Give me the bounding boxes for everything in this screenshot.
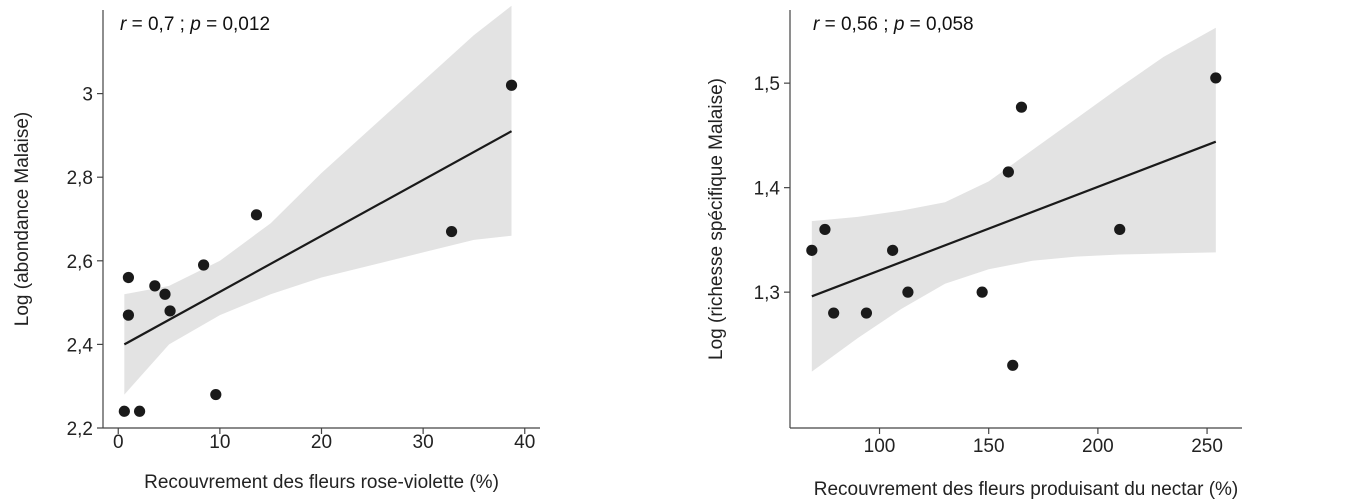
data-point — [819, 223, 831, 236]
data-point — [445, 225, 458, 238]
stat-value: = 0,7 ; — [126, 14, 190, 35]
y-tick-label: 1,5 — [754, 74, 780, 95]
y-tick-label: 1,3 — [754, 283, 780, 304]
data-point — [122, 309, 135, 321]
y-tick-label: 2,8 — [67, 168, 93, 189]
data-point — [133, 405, 146, 417]
stat-value: = 0,058 — [904, 14, 973, 35]
stat-symbol: p — [893, 14, 905, 35]
x-axis-title: Recouvrement des fleurs rose-violette (%… — [144, 472, 499, 493]
x-tick-label: 0 — [113, 432, 124, 453]
data-point — [1007, 359, 1019, 371]
data-point — [887, 244, 899, 256]
data-point — [1015, 101, 1028, 113]
x-tick-label: 20 — [311, 432, 332, 453]
data-point — [806, 244, 818, 256]
stat-annotation: r = 0,7 ; p = 0,012 — [120, 14, 270, 35]
data-point — [250, 209, 263, 221]
y-tick-label: 2,4 — [67, 335, 94, 356]
x-tick-label: 40 — [514, 432, 535, 453]
data-point — [1210, 72, 1222, 84]
x-axis-title: Recouvrement des fleurs produisant du ne… — [814, 479, 1239, 500]
y-tick-label: 1,4 — [754, 179, 781, 200]
data-point — [149, 280, 161, 292]
data-point — [828, 307, 840, 319]
stat-symbol: r — [813, 14, 820, 35]
y-tick-label: 2,6 — [67, 252, 93, 273]
x-tick-label: 30 — [413, 432, 434, 453]
data-point — [902, 286, 914, 298]
x-tick-label: 250 — [1191, 436, 1223, 457]
regression-line — [811, 140, 1217, 298]
data-point — [198, 259, 210, 271]
y-tick-label: 2,2 — [67, 419, 93, 440]
confidence-band — [811, 27, 1216, 372]
chart-panel-2: 100 150 200 250 1,3 1,4 1,5 Recouvrement des fl… — [706, 10, 1242, 500]
x-tick-label: 150 — [973, 436, 1005, 457]
chart-panel-1: 0 10 20 30 40 2,2 2,4 2,6 2,8 3 Recouvrement des f… — [12, 5, 540, 493]
data-point — [118, 405, 130, 417]
y-tick-label: 3 — [82, 85, 93, 106]
data-point — [1114, 223, 1126, 236]
regression-line — [123, 130, 513, 346]
x-tick-label: 100 — [864, 436, 896, 457]
data-point — [159, 288, 171, 300]
data-point — [122, 271, 135, 284]
data-point — [860, 307, 873, 319]
stat-annotation: r = 0,56 ; p = 0,058 — [813, 14, 974, 35]
data-point — [1002, 166, 1014, 178]
y-axis-title: Log (richesse spécifique Malaise) — [706, 78, 727, 360]
x-tick-label: 10 — [209, 432, 230, 453]
data-point — [210, 388, 222, 401]
x-tick-label: 200 — [1082, 436, 1114, 457]
stat-value: = 0,56 ; — [819, 14, 893, 35]
confidence-band — [124, 5, 512, 395]
data-point — [164, 305, 176, 317]
data-point — [505, 79, 518, 91]
stat-symbol: p — [189, 14, 201, 35]
data-point — [976, 286, 988, 298]
stat-symbol: r — [120, 14, 127, 35]
y-axis-title: Log (abondance Malaise) — [12, 112, 33, 326]
stat-value: = 0,012 — [201, 14, 270, 35]
